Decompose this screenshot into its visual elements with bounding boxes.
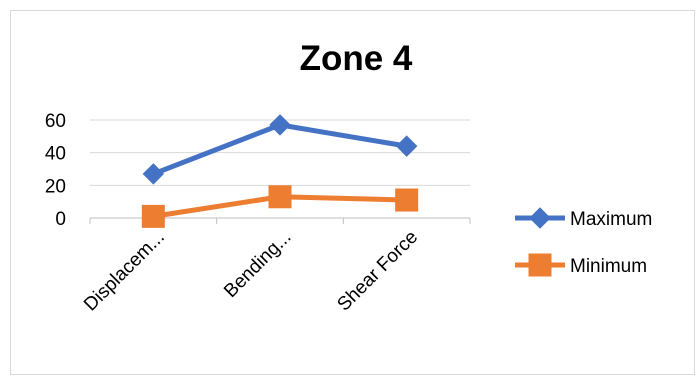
chart-title: Zone 4	[300, 39, 413, 78]
y-tick-label: 0	[55, 209, 66, 230]
legend-label-maximum: Maximum	[570, 209, 652, 230]
y-tick-label: 40	[45, 144, 66, 165]
y-tick-label: 60	[45, 111, 66, 132]
data-point-minimum	[141, 204, 165, 228]
data-point-maximum	[269, 114, 291, 136]
data-point-maximum	[142, 163, 165, 185]
chart-border	[10, 10, 695, 375]
legend-label-minimum: Minimum	[570, 256, 647, 277]
series-layer	[141, 114, 419, 228]
legend: Maximum Minimum	[515, 207, 652, 277]
y-tick-label: 20	[45, 176, 66, 197]
legend-marker-maximum	[529, 207, 551, 229]
data-point-minimum	[395, 188, 419, 212]
data-point-minimum	[268, 185, 292, 209]
data-point-maximum	[395, 135, 418, 157]
legend-marker-minimum	[528, 253, 552, 277]
